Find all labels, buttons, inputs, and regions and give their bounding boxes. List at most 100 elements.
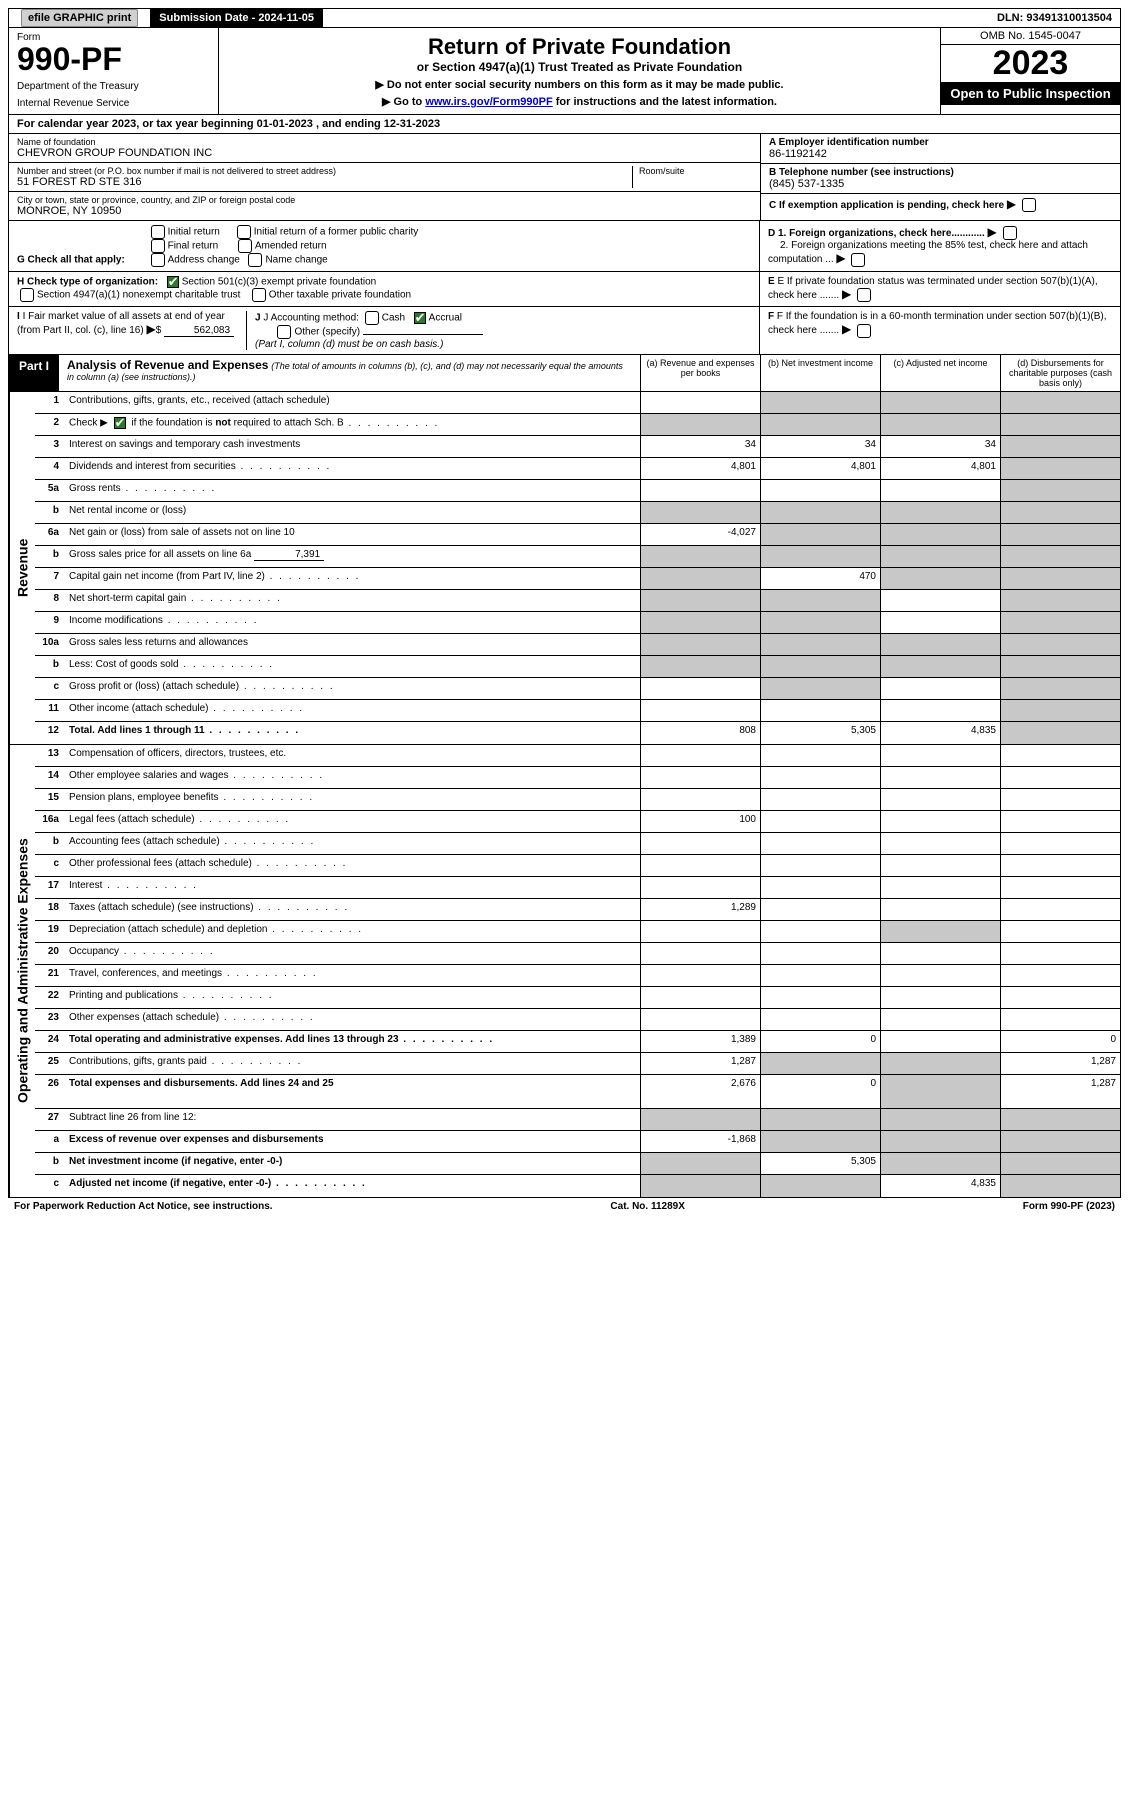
line-5a: 5aGross rents bbox=[35, 480, 1120, 502]
submission-date: Submission Date - 2024-11-05 bbox=[151, 9, 323, 27]
expenses-side-label: Operating and Administrative Expenses bbox=[9, 745, 35, 1197]
line-27c: cAdjusted net income (if negative, enter… bbox=[35, 1175, 1120, 1197]
line-7: 7Capital gain net income (from Part IV, … bbox=[35, 568, 1120, 590]
line-23: 23Other expenses (attach schedule) bbox=[35, 1009, 1120, 1031]
checkbox-d1[interactable] bbox=[1003, 226, 1017, 240]
checkbox-final-return[interactable] bbox=[151, 239, 165, 253]
line-19: 19Depreciation (attach schedule) and dep… bbox=[35, 921, 1120, 943]
form-title: Return of Private Foundation bbox=[229, 34, 930, 60]
form-id-block: Form 990-PF Department of the Treasury I… bbox=[9, 28, 219, 114]
ssn-notice: ▶ Do not enter social security numbers o… bbox=[229, 78, 930, 91]
line-21: 21Travel, conferences, and meetings bbox=[35, 965, 1120, 987]
irs-link[interactable]: www.irs.gov/Form990PF bbox=[425, 96, 552, 108]
tax-year: 2023 bbox=[941, 45, 1120, 82]
cat-number: Cat. No. 11289X bbox=[610, 1201, 684, 1212]
form-ref: Form 990-PF (2023) bbox=[1023, 1201, 1115, 1212]
top-bar: efile GRAPHIC print Submission Date - 20… bbox=[8, 8, 1121, 28]
expenses-section: Operating and Administrative Expenses 13… bbox=[8, 745, 1121, 1198]
form-subtitle: or Section 4947(a)(1) Trust Treated as P… bbox=[229, 60, 930, 74]
efile-print-button[interactable]: efile GRAPHIC print bbox=[9, 9, 151, 27]
line-11: 11Other income (attach schedule) bbox=[35, 700, 1120, 722]
checkbox-amended[interactable] bbox=[238, 239, 252, 253]
phone-cell: B Telephone number (see instructions) (8… bbox=[761, 164, 1120, 194]
line-12: 12Total. Add lines 1 through 118085,3054… bbox=[35, 722, 1120, 744]
line-16b: bAccounting fees (attach schedule) bbox=[35, 833, 1120, 855]
line-3: 3Interest on savings and temporary cash … bbox=[35, 436, 1120, 458]
revenue-section: Revenue 1Contributions, gifts, grants, e… bbox=[8, 392, 1121, 745]
line-1: 1Contributions, gifts, grants, etc., rec… bbox=[35, 392, 1120, 414]
part1-header: Part I Analysis of Revenue and Expenses … bbox=[8, 355, 1121, 392]
line-17: 17Interest bbox=[35, 877, 1120, 899]
fmv-value: 562,083 bbox=[164, 325, 234, 337]
line-27a: aExcess of revenue over expenses and dis… bbox=[35, 1131, 1120, 1153]
revenue-side-label: Revenue bbox=[9, 392, 35, 744]
checkbox-other-method[interactable] bbox=[277, 325, 291, 339]
calendar-year-row: For calendar year 2023, or tax year begi… bbox=[8, 115, 1121, 134]
line-15: 15Pension plans, employee benefits bbox=[35, 789, 1120, 811]
line-2: 2Check ▶ if the foundation is not requir… bbox=[35, 414, 1120, 436]
check-all-apply: G Check all that apply: Initial return I… bbox=[9, 221, 760, 271]
exemption-pending-cell: C If exemption application is pending, c… bbox=[761, 194, 1120, 215]
part1-label: Part I bbox=[9, 355, 59, 391]
status-terminated: E E If private foundation status was ter… bbox=[760, 272, 1120, 306]
line-20: 20Occupancy bbox=[35, 943, 1120, 965]
line-26: 26Total expenses and disbursements. Add … bbox=[35, 1075, 1120, 1109]
line-10b: bLess: Cost of goods sold bbox=[35, 656, 1120, 678]
checkbox-address-change[interactable] bbox=[151, 253, 165, 267]
checkbox-e[interactable] bbox=[857, 288, 871, 302]
line-6a: 6aNet gain or (loss) from sale of assets… bbox=[35, 524, 1120, 546]
checkbox-initial-public[interactable] bbox=[237, 225, 251, 239]
page-footer: For Paperwork Reduction Act Notice, see … bbox=[8, 1198, 1121, 1215]
line-4: 4Dividends and interest from securities4… bbox=[35, 458, 1120, 480]
line-14: 14Other employee salaries and wages bbox=[35, 767, 1120, 789]
omb-number: OMB No. 1545-0047 bbox=[941, 28, 1120, 45]
line-9: 9Income modifications bbox=[35, 612, 1120, 634]
line-6b: bGross sales price for all assets on lin… bbox=[35, 546, 1120, 568]
line-10a: 10aGross sales less returns and allowanc… bbox=[35, 634, 1120, 656]
60-month-termination: F F If the foundation is in a 60-month t… bbox=[760, 307, 1120, 354]
form-number: 990-PF bbox=[17, 43, 210, 75]
col-a-header: (a) Revenue and expenses per books bbox=[640, 355, 760, 391]
checkbox-d2[interactable] bbox=[851, 253, 865, 267]
foreign-org-cell: D 1. Foreign organizations, check here..… bbox=[760, 221, 1120, 271]
checkbox-initial-return[interactable] bbox=[151, 225, 165, 239]
irs-label: Internal Revenue Service bbox=[17, 98, 210, 109]
open-public-badge: Open to Public Inspection bbox=[941, 82, 1120, 105]
fmv-accounting: I I Fair market value of all assets at e… bbox=[9, 307, 760, 354]
dept-treasury: Department of the Treasury bbox=[17, 81, 210, 92]
form-header: Form 990-PF Department of the Treasury I… bbox=[8, 28, 1121, 115]
line-8: 8Net short-term capital gain bbox=[35, 590, 1120, 612]
line-25: 25Contributions, gifts, grants paid1,287… bbox=[35, 1053, 1120, 1075]
ein-cell: A Employer identification number 86-1192… bbox=[761, 134, 1120, 164]
line-24: 24Total operating and administrative exp… bbox=[35, 1031, 1120, 1053]
checkbox-name-change[interactable] bbox=[248, 253, 262, 267]
col-c-header: (c) Adjusted net income bbox=[880, 355, 1000, 391]
line-5b: bNet rental income or (loss) bbox=[35, 502, 1120, 524]
year-block: OMB No. 1545-0047 2023 Open to Public In… bbox=[940, 28, 1120, 114]
line-27: 27Subtract line 26 from line 12: bbox=[35, 1109, 1120, 1131]
checkbox-sch-b[interactable] bbox=[114, 417, 126, 429]
title-block: Return of Private Foundation or Section … bbox=[219, 28, 940, 114]
paperwork-notice: For Paperwork Reduction Act Notice, see … bbox=[14, 1201, 273, 1212]
city-cell: City or town, state or province, country… bbox=[9, 192, 760, 220]
line-27b: bNet investment income (if negative, ent… bbox=[35, 1153, 1120, 1175]
checkbox-accrual[interactable] bbox=[414, 312, 426, 324]
checkbox-c[interactable] bbox=[1022, 198, 1036, 212]
checkbox-4947[interactable] bbox=[20, 288, 34, 302]
checkbox-cash[interactable] bbox=[365, 311, 379, 325]
foundation-name-cell: Name of foundation CHEVRON GROUP FOUNDAT… bbox=[9, 134, 760, 163]
section-i-j-f: I I Fair market value of all assets at e… bbox=[8, 307, 1121, 355]
checkbox-501c3[interactable] bbox=[167, 276, 179, 288]
address-cell: Number and street (or P.O. box number if… bbox=[9, 163, 760, 192]
org-type: H Check type of organization: Section 50… bbox=[9, 272, 760, 306]
line-16c: cOther professional fees (attach schedul… bbox=[35, 855, 1120, 877]
goto-notice: ▶ Go to www.irs.gov/Form990PF for instru… bbox=[229, 95, 930, 108]
line-22: 22Printing and publications bbox=[35, 987, 1120, 1009]
line-16a: 16aLegal fees (attach schedule)100 bbox=[35, 811, 1120, 833]
line-13: 13Compensation of officers, directors, t… bbox=[35, 745, 1120, 767]
entity-info: Name of foundation CHEVRON GROUP FOUNDAT… bbox=[8, 134, 1121, 221]
line-18: 18Taxes (attach schedule) (see instructi… bbox=[35, 899, 1120, 921]
checkbox-f[interactable] bbox=[857, 324, 871, 338]
part1-desc: Analysis of Revenue and Expenses (The to… bbox=[59, 355, 640, 391]
checkbox-other-taxable[interactable] bbox=[252, 288, 266, 302]
